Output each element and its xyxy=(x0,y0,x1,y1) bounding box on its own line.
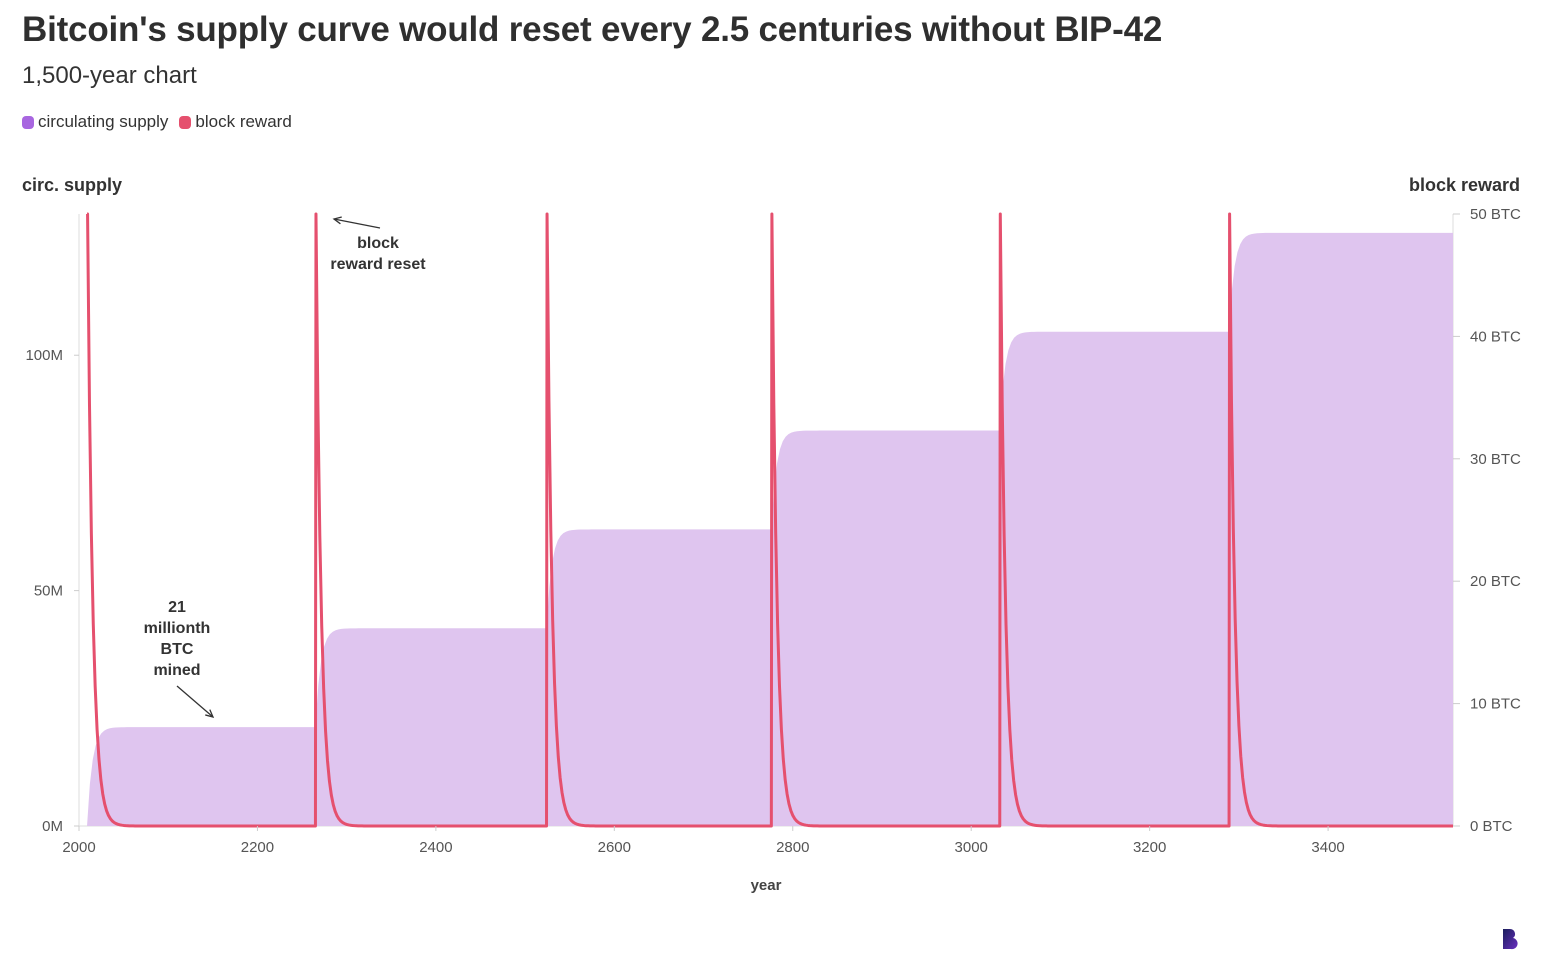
x-tick-label: 2600 xyxy=(598,839,631,856)
x-tick-label: 2800 xyxy=(776,839,809,856)
legend-item-circulating-supply[interactable]: circulating supply xyxy=(22,112,168,132)
right-y-tick-label: 10 BTC xyxy=(1470,696,1521,713)
right-axis-title: block reward xyxy=(1408,175,1520,195)
annotation-mined-arrow-head xyxy=(205,709,215,718)
annotation-mined: 21 millionth BTC mined xyxy=(144,599,215,718)
legend-swatch-block-reward xyxy=(179,115,192,129)
annotation-reset: block reward reset xyxy=(330,216,426,273)
annotation-reset-text: block xyxy=(357,235,399,252)
x-axis-title: year xyxy=(751,877,782,894)
annotation-reset-arrow-line xyxy=(333,218,381,229)
legend-label-block-reward: block reward xyxy=(195,112,292,131)
x-tick-label: 3400 xyxy=(1311,839,1344,856)
chart-subtitle: 1,500-year chart xyxy=(22,62,197,89)
brand-logo-icon xyxy=(1502,928,1518,950)
right-y-tick-label: 40 BTC xyxy=(1470,328,1521,345)
annotation-reset-text: reward reset xyxy=(330,256,426,273)
legend-label-circulating-supply: circulating supply xyxy=(38,112,169,131)
left-y-tick-label: 0M xyxy=(42,818,63,835)
annotation-mined-arrow-line xyxy=(176,685,214,718)
chart-title: Bitcoin's supply curve would reset every… xyxy=(22,10,1163,49)
left-axis-title: circ. supply xyxy=(22,175,123,195)
x-tick-label: 3200 xyxy=(1133,839,1166,856)
legend-swatch-circulating-supply xyxy=(22,115,34,129)
legend: circulating supply block reward xyxy=(22,112,303,132)
right-y-tick-label: 0 BTC xyxy=(1470,818,1513,835)
annotation-mined-text: mined xyxy=(153,662,200,679)
series-block-reward-line xyxy=(86,212,1453,828)
x-tick-label: 2200 xyxy=(241,839,274,856)
annotation-mined-text: BTC xyxy=(161,641,194,658)
x-tick-label: 2000 xyxy=(62,839,95,856)
x-tick-label: 2400 xyxy=(419,839,452,856)
x-tick-label: 3000 xyxy=(955,839,988,856)
right-y-tick-label: 20 BTC xyxy=(1470,573,1521,590)
annotation-mined-text: 21 xyxy=(168,599,186,616)
annotation-mined-text: millionth xyxy=(144,620,211,637)
legend-item-block-reward[interactable]: block reward xyxy=(179,112,292,132)
right-y-tick-label: 50 BTC xyxy=(1470,206,1521,223)
annotation-reset-arrow-head xyxy=(332,216,342,225)
left-y-tick-label: 50M xyxy=(34,583,63,600)
left-y-tick-label: 100M xyxy=(25,347,63,364)
right-y-tick-label: 30 BTC xyxy=(1470,451,1521,468)
series-circulating-supply-area xyxy=(87,232,1453,826)
